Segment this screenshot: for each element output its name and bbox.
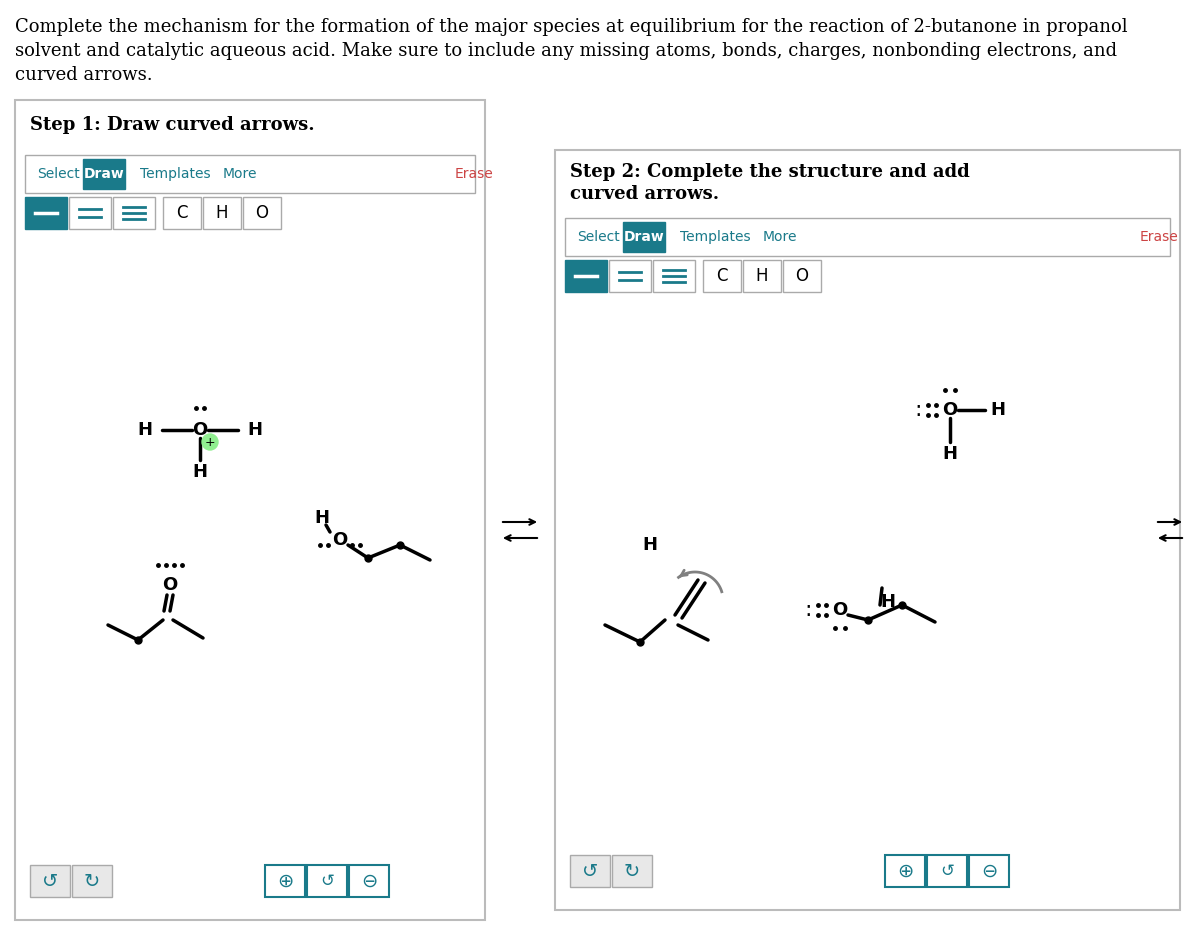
Text: H: H [247,421,263,439]
Text: curved arrows.: curved arrows. [14,66,152,84]
Text: H: H [216,204,228,222]
Text: O: O [162,576,178,594]
Bar [203,197,241,229]
Text: Complete the mechanism for the formation of the major species at equilibrium for: Complete the mechanism for the formation… [14,18,1128,36]
Bar [242,197,281,229]
Text: C: C [716,267,727,285]
Text: C: C [176,204,187,222]
Text: :: : [804,600,811,620]
Text: Templates: Templates [140,167,211,181]
Bar [14,100,485,920]
Text: O: O [796,267,809,285]
Text: H: H [942,445,958,463]
Bar [72,865,112,897]
Text: Step 2: Complete the structure and add: Step 2: Complete the structure and add [570,163,970,181]
Text: O: O [332,531,348,549]
Bar [349,865,389,897]
Text: H: H [756,267,768,285]
Text: Draw: Draw [624,230,665,244]
Bar [623,222,665,252]
Text: ↺: ↺ [582,861,598,881]
Bar [612,855,652,887]
Text: O: O [833,601,847,619]
Bar [784,260,821,292]
Bar [113,197,155,229]
Text: ↺: ↺ [42,871,58,890]
Bar [970,855,1009,887]
Text: H: H [990,401,1006,419]
Text: Select: Select [37,167,79,181]
Text: +: + [205,436,215,449]
Text: ↻: ↻ [84,871,100,890]
Text: More: More [763,230,798,244]
Text: Erase: Erase [455,167,493,181]
Bar [570,855,610,887]
Text: O: O [256,204,269,222]
Text: solvent and catalytic aqueous acid. Make sure to include any missing atoms, bond: solvent and catalytic aqueous acid. Make… [14,42,1117,60]
Text: H: H [642,536,658,554]
Bar [554,150,1180,910]
Text: O: O [192,421,208,439]
Text: :: : [914,400,922,420]
Text: H: H [138,421,152,439]
Bar [163,197,202,229]
Bar [743,260,781,292]
Bar [30,865,70,897]
Bar [70,197,112,229]
Text: O: O [942,401,958,419]
Text: H: H [314,509,330,527]
Bar [25,197,67,229]
Bar [25,155,475,193]
Text: More: More [223,167,258,181]
Text: curved arrows.: curved arrows. [570,185,719,203]
Text: ⊖: ⊖ [361,871,377,890]
Bar [610,260,650,292]
Text: ⊕: ⊕ [896,861,913,881]
Text: Templates: Templates [680,230,751,244]
Text: Step 1: Draw curved arrows.: Step 1: Draw curved arrows. [30,116,314,134]
Bar [83,159,125,189]
Text: ⊖: ⊖ [980,861,997,881]
Bar [565,218,1170,256]
Bar [653,260,695,292]
Text: ↺: ↺ [940,862,954,880]
Bar [565,260,607,292]
Bar [703,260,742,292]
Text: Erase: Erase [1140,230,1178,244]
Text: H: H [881,593,895,611]
Bar [307,865,347,897]
Text: Select: Select [577,230,619,244]
Circle shape [202,434,218,450]
Text: ↻: ↻ [624,861,640,881]
Bar [265,865,305,897]
Bar [928,855,967,887]
Text: ↺: ↺ [320,872,334,890]
Bar [886,855,925,887]
Text: ⊕: ⊕ [277,871,293,890]
Text: Draw: Draw [84,167,125,181]
Text: H: H [192,463,208,481]
